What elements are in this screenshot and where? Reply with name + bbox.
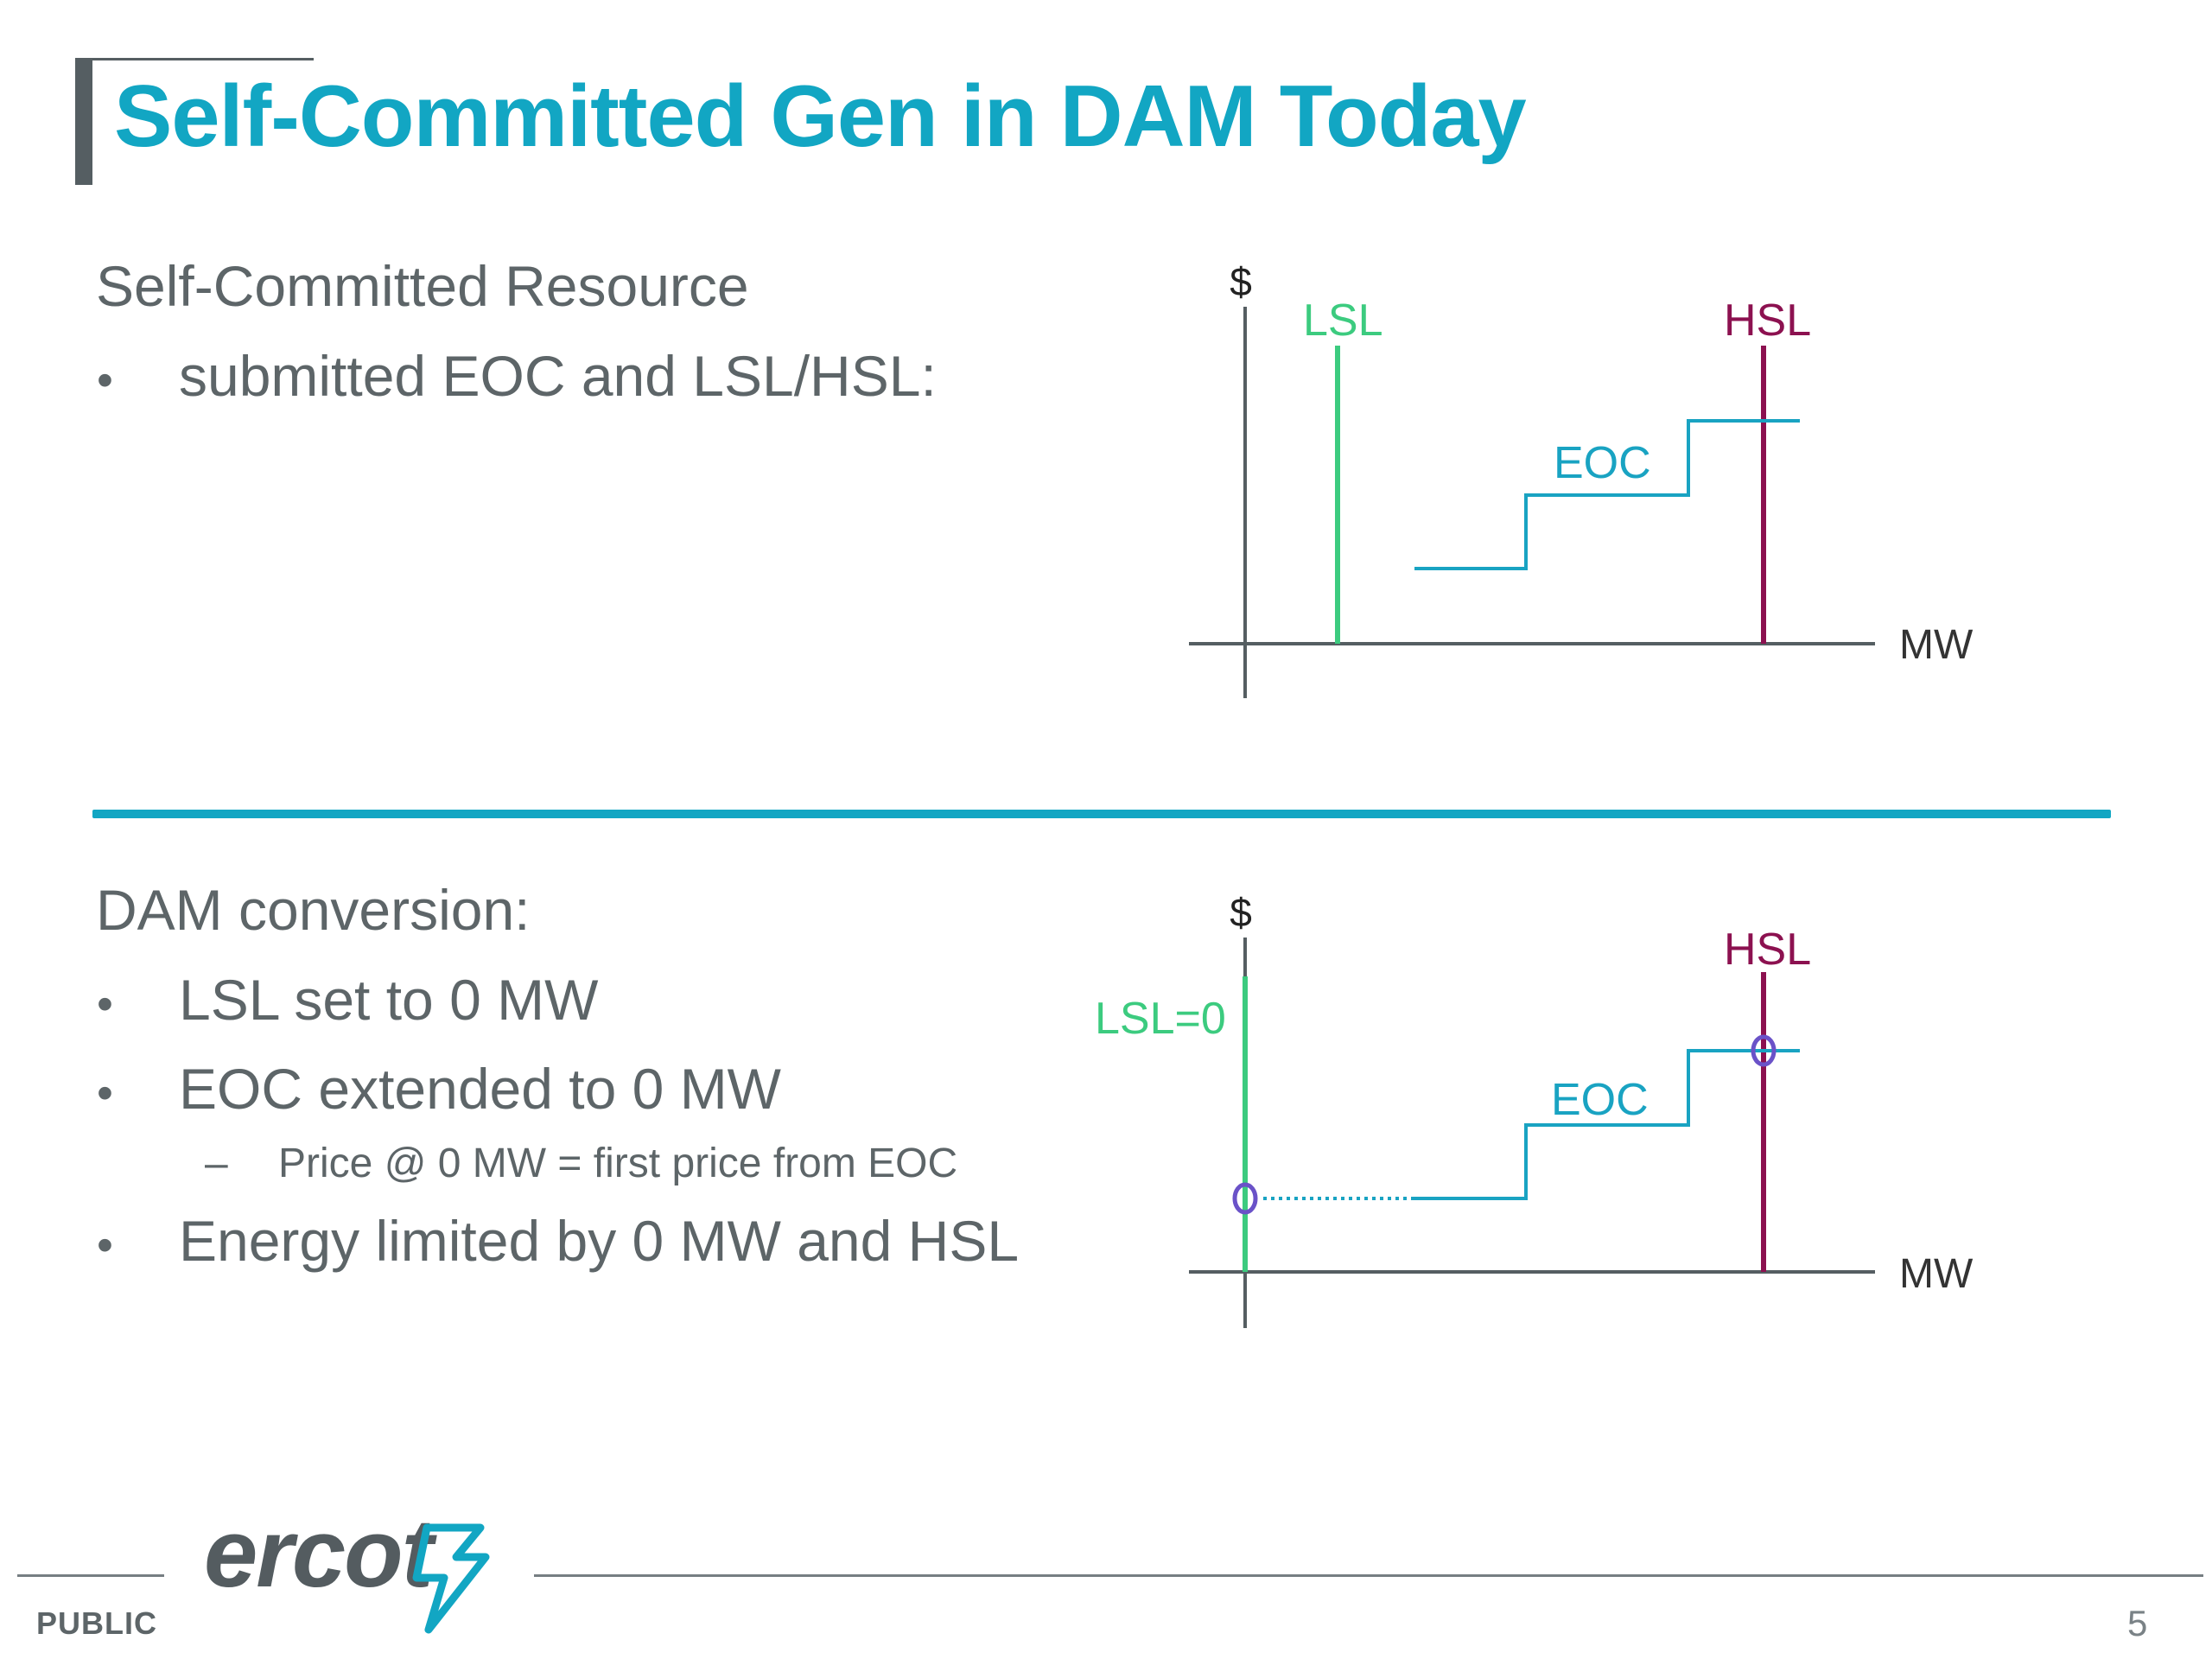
slide-title: Self-Committed Gen in DAM Today — [114, 68, 1527, 165]
sub-bullet-marker: – — [205, 1141, 228, 1186]
y-axis-label: $ — [1230, 259, 1252, 304]
zero-mw-marker — [1232, 1182, 1258, 1215]
footer-rule-right — [534, 1574, 2203, 1577]
eoc-curve — [1414, 1049, 1800, 1200]
title-accent-bar — [75, 58, 92, 185]
diagram-dam-conversion: $ MW LSL=0 HSL EOC — [1095, 890, 1974, 1328]
section2-sub-bullet: Price @ 0 MW = first price from EOC — [278, 1141, 958, 1186]
eoc-curve — [1414, 419, 1800, 570]
x-axis-label: MW — [1899, 1251, 1974, 1297]
ercot-logo-text: ercot — [204, 1499, 434, 1607]
page-number: 5 — [2127, 1603, 2148, 1643]
bullet-marker: • — [97, 1067, 113, 1119]
lsl-label: LSL=0 — [1095, 994, 1226, 1044]
bullet-marker: • — [97, 978, 113, 1030]
section2-bullet-1: LSL set to 0 MW — [179, 968, 599, 1032]
lsl-label: LSL — [1303, 296, 1383, 346]
eoc-label: EOC — [1554, 438, 1651, 488]
section-divider — [92, 810, 2111, 818]
section2-bullet-2: EOC extended to 0 MW — [179, 1057, 781, 1121]
section1-heading: Self-Committed Resource — [96, 254, 749, 318]
bullet-marker: • — [97, 354, 113, 406]
title-accent-line — [75, 58, 314, 60]
hsl-marker — [1751, 1034, 1777, 1067]
eoc-label: EOC — [1551, 1075, 1649, 1125]
section2-bullet-3: Energy limited by 0 MW and HSL — [179, 1209, 1020, 1273]
section1-bullet: submitted EOC and LSL/HSL: — [179, 344, 937, 408]
section2-heading: DAM conversion: — [96, 878, 531, 942]
diagram-self-committed: $ MW LSL HSL EOC — [1189, 259, 1974, 698]
hsl-label: HSL — [1724, 296, 1811, 346]
footer-rule-left — [17, 1574, 164, 1577]
classification-label: PUBLIC — [36, 1605, 157, 1641]
hsl-label: HSL — [1724, 925, 1811, 975]
ercot-logo-icon — [412, 1523, 490, 1634]
x-axis-label: MW — [1899, 622, 1974, 668]
bullet-marker: • — [97, 1219, 113, 1271]
y-axis-label: $ — [1230, 890, 1252, 935]
